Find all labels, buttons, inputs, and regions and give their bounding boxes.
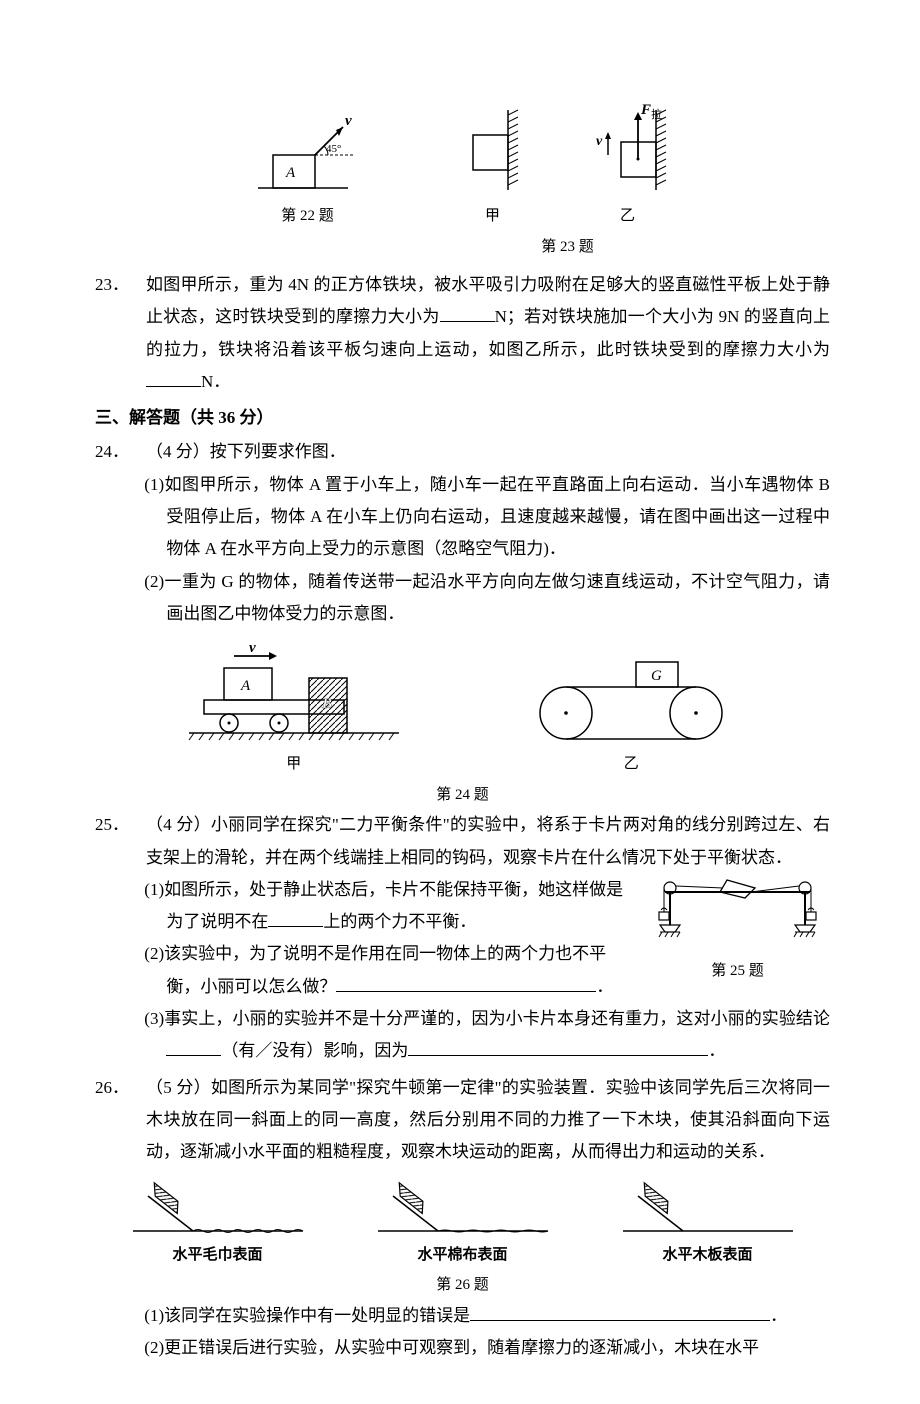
fig23-v-label: v <box>596 134 603 149</box>
fig25-caption: 第 25 题 <box>645 957 830 986</box>
q25-points: （4 分）小丽同学在探究"二力平衡条件"的实验中，将系于卡片两对角的线分别跨过左… <box>146 809 830 874</box>
top-figures-row: A v 45° 第 22 题 <box>95 100 830 261</box>
fig24-b: B <box>321 696 332 712</box>
fig24-left-sub: 甲 <box>179 750 409 779</box>
fig26-3: 水平木板表面 <box>613 1181 803 1270</box>
q25-p2c: ． <box>596 977 613 996</box>
fig24-left: A B v 甲 <box>179 638 409 779</box>
fig23-left: 甲 <box>458 100 528 231</box>
fig24-right: G 乙 <box>516 653 746 779</box>
q24-points: （4 分）按下列要求作图． <box>146 436 830 468</box>
fig24-a: A <box>240 678 251 694</box>
q23-num: 23． <box>95 269 146 398</box>
fig22-v-label: v <box>345 113 352 129</box>
q26-points: （5 分）如图所示为某同学"探究牛顿第一定律"的实验装置．实验中该同学先后三次将… <box>146 1072 830 1169</box>
q25-p3b: （有／没有）影响，因为 <box>221 1041 408 1060</box>
fig26-label-3: 水平木板表面 <box>613 1241 803 1270</box>
fig26-svg-2 <box>368 1181 558 1241</box>
fig26-label-2: 水平棉布表面 <box>368 1241 558 1270</box>
fig25-svg <box>645 870 830 955</box>
fig22-svg: A v 45° <box>248 100 368 200</box>
fig23-left-svg <box>458 100 528 200</box>
q23-u2: N． <box>201 372 230 391</box>
q24-p1: (1)如图甲所示，物体 A 置于小车上，随小车一起在平直路面上向右运动．当小车遇… <box>95 469 830 566</box>
q25-blank1[interactable] <box>268 908 323 927</box>
q25-p3c: ． <box>708 1041 725 1060</box>
figures-26-wrap: 水平毛巾表面 水平棉布表面 水平木板表面 第 26 题 <box>95 1181 830 1300</box>
q25-p3a: (3)事实上，小丽的实验并不是十分严谨的，因为小卡片本身还有重力，这对小丽的实验… <box>144 1009 830 1028</box>
fig23-right-svg: F 拉 v <box>578 100 678 200</box>
fig24-v: v <box>249 640 256 656</box>
q26-p1b: ． <box>770 1306 787 1325</box>
q26-blank1[interactable] <box>470 1302 770 1321</box>
q23-blank1[interactable] <box>440 304 495 323</box>
fig25: 第 25 题 <box>645 870 830 986</box>
fig24-right-sub: 乙 <box>516 750 746 779</box>
fig23-f-label: F <box>640 102 651 118</box>
q26-p1a: (1)该同学在实验操作中有一处明显的错误是 <box>144 1306 470 1325</box>
fig23-f-sub: 拉 <box>651 107 662 121</box>
q25-blank2[interactable] <box>336 973 596 992</box>
figure-23: 甲 <box>458 100 678 261</box>
figure-22: A v 45° 第 22 题 <box>248 100 368 261</box>
figures-24-wrap: A B v 甲 <box>95 638 830 809</box>
q26-num: 26． <box>95 1072 146 1169</box>
q25-p2b: 衡，小丽可以怎么做？ <box>166 977 336 996</box>
question-25: 25． （4 分）小丽同学在探究"二力平衡条件"的实验中，将系于卡片两对角的线分… <box>95 809 830 1067</box>
fig26-svg-1 <box>123 1181 313 1241</box>
fig22-a-label: A <box>285 165 296 181</box>
fig22-angle: 45° <box>326 143 341 155</box>
fig26-label-1: 水平毛巾表面 <box>123 1241 313 1270</box>
fig23-right: F 拉 v 乙 <box>578 100 678 231</box>
fig23-caption: 第 23 题 <box>541 233 594 262</box>
section-3-title: 三、解答题（共 36 分） <box>95 402 830 434</box>
fig24-right-svg: G <box>516 653 746 748</box>
q25-blank4[interactable] <box>408 1038 708 1057</box>
q25-blank3[interactable] <box>166 1038 221 1057</box>
fig24-left-svg: A B v <box>179 638 409 748</box>
fig26-2: 水平棉布表面 <box>368 1181 558 1270</box>
q23-blank2[interactable] <box>146 368 201 387</box>
fig24-caption: 第 24 题 <box>95 781 830 810</box>
question-26: 26． （5 分）如图所示为某同学"探究牛顿第一定律"的实验装置．实验中该同学先… <box>95 1072 830 1169</box>
q25-p1c: 上的两个力不平衡． <box>323 912 476 931</box>
question-23: 23． 如图甲所示，重为 4N 的正方体铁块，被水平吸引力吸附在足够大的竖直磁性… <box>95 269 830 398</box>
question-24: 24． （4 分）按下列要求作图． (1)如图甲所示，物体 A 置于小车上，随小… <box>95 436 830 630</box>
fig23-right-sub: 乙 <box>578 202 678 231</box>
fig23-left-sub: 甲 <box>458 202 528 231</box>
fig24-g: G <box>651 668 662 684</box>
q24-num: 24． <box>95 436 146 468</box>
q25-p1b: 为了说明不在 <box>166 912 268 931</box>
fig22-caption: 第 22 题 <box>281 202 334 231</box>
fig26-svg-3 <box>613 1181 803 1241</box>
q25-num: 25． <box>95 809 146 874</box>
fig26-1: 水平毛巾表面 <box>123 1181 313 1270</box>
q26-p2: (2)更正错误后进行实验，从实验中可观察到，随着摩擦力的逐渐减小，木块在水平 <box>95 1332 830 1364</box>
fig26-caption: 第 26 题 <box>95 1271 830 1300</box>
q24-p2: (2)一重为 G 的物体，随着传送带一起沿水平方向向左做匀速直线运动，不计空气阻… <box>95 566 830 631</box>
